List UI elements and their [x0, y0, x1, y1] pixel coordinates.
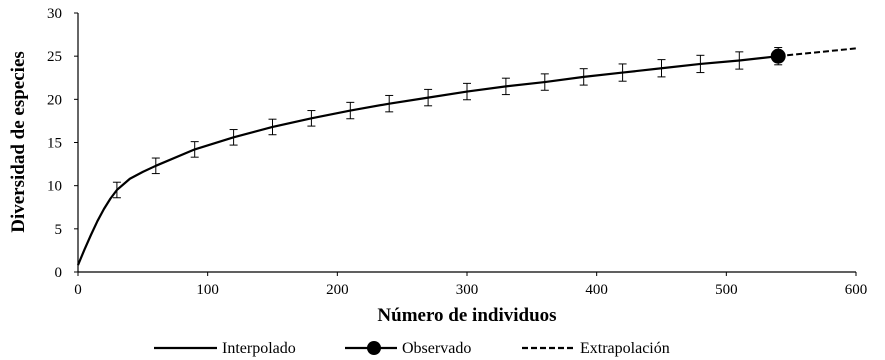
legend: Interpolado Observado Extrapolación: [154, 340, 670, 357]
y-axis-title: Diversidad de especies: [8, 51, 29, 233]
legend-label-interpolado: Interpolado: [222, 340, 296, 357]
x-tick-label: 100: [196, 282, 219, 298]
x-axis-title: Número de individuos: [377, 305, 556, 326]
y-tick-label: 5: [55, 222, 63, 238]
y-axis-ticks: 0 5 10 15 20 25 30: [47, 6, 78, 281]
y-tick-label: 10: [47, 179, 62, 195]
y-tick-label: 20: [47, 92, 62, 108]
error-bars: [112, 47, 783, 199]
x-tick-label: 0: [74, 282, 82, 298]
x-tick-label: 400: [585, 282, 608, 298]
series-line-interpolado: [76, 55, 779, 266]
x-axis-ticks: 0 100 200 300 400 500 600: [74, 272, 867, 298]
x-tick-label: 300: [456, 282, 479, 298]
x-tick-label: 500: [715, 282, 738, 298]
y-tick-label: 0: [55, 265, 63, 281]
y-tick-label: 30: [47, 6, 62, 22]
legend-swatch-observado-marker: [367, 341, 381, 355]
x-tick-label: 200: [326, 282, 349, 298]
x-tick-label: 600: [845, 282, 868, 298]
y-tick-label: 15: [47, 136, 62, 152]
legend-label-extrapolacion: Extrapolación: [580, 340, 670, 357]
series-line-extrapolacion: [778, 47, 857, 58]
observed-point: [770, 48, 786, 64]
legend-label-observado: Observado: [402, 340, 471, 357]
y-tick-label: 25: [47, 49, 62, 65]
series-lines: [76, 47, 857, 266]
series-markers: [770, 48, 786, 64]
